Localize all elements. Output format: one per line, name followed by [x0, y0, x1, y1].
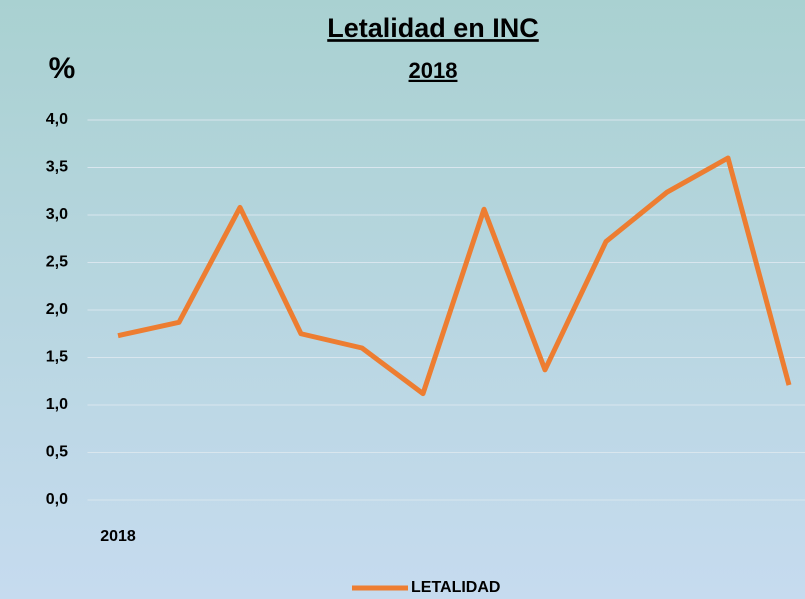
y-tick-label: 1,0 [46, 396, 68, 413]
y-tick-label: 3,0 [46, 206, 68, 223]
chart-subtitle: 2018 [409, 58, 458, 83]
y-tick-label: 3,5 [46, 159, 68, 176]
y-tick-label: 4,0 [46, 111, 68, 128]
y-tick-label: 0,0 [46, 491, 68, 508]
y-tick-label: 0,5 [46, 444, 68, 461]
x-tick-label: 2018 [100, 528, 136, 545]
data-line [117, 155, 792, 397]
legend-label: LETALIDAD [411, 579, 500, 596]
chart-title: Letalidad en INC [327, 13, 539, 43]
y-tick-label: 1,5 [46, 349, 68, 366]
y-tick-label: 2,5 [46, 254, 68, 271]
y-tick-label: 2,0 [46, 301, 68, 318]
y-axis-label: % [49, 52, 76, 85]
